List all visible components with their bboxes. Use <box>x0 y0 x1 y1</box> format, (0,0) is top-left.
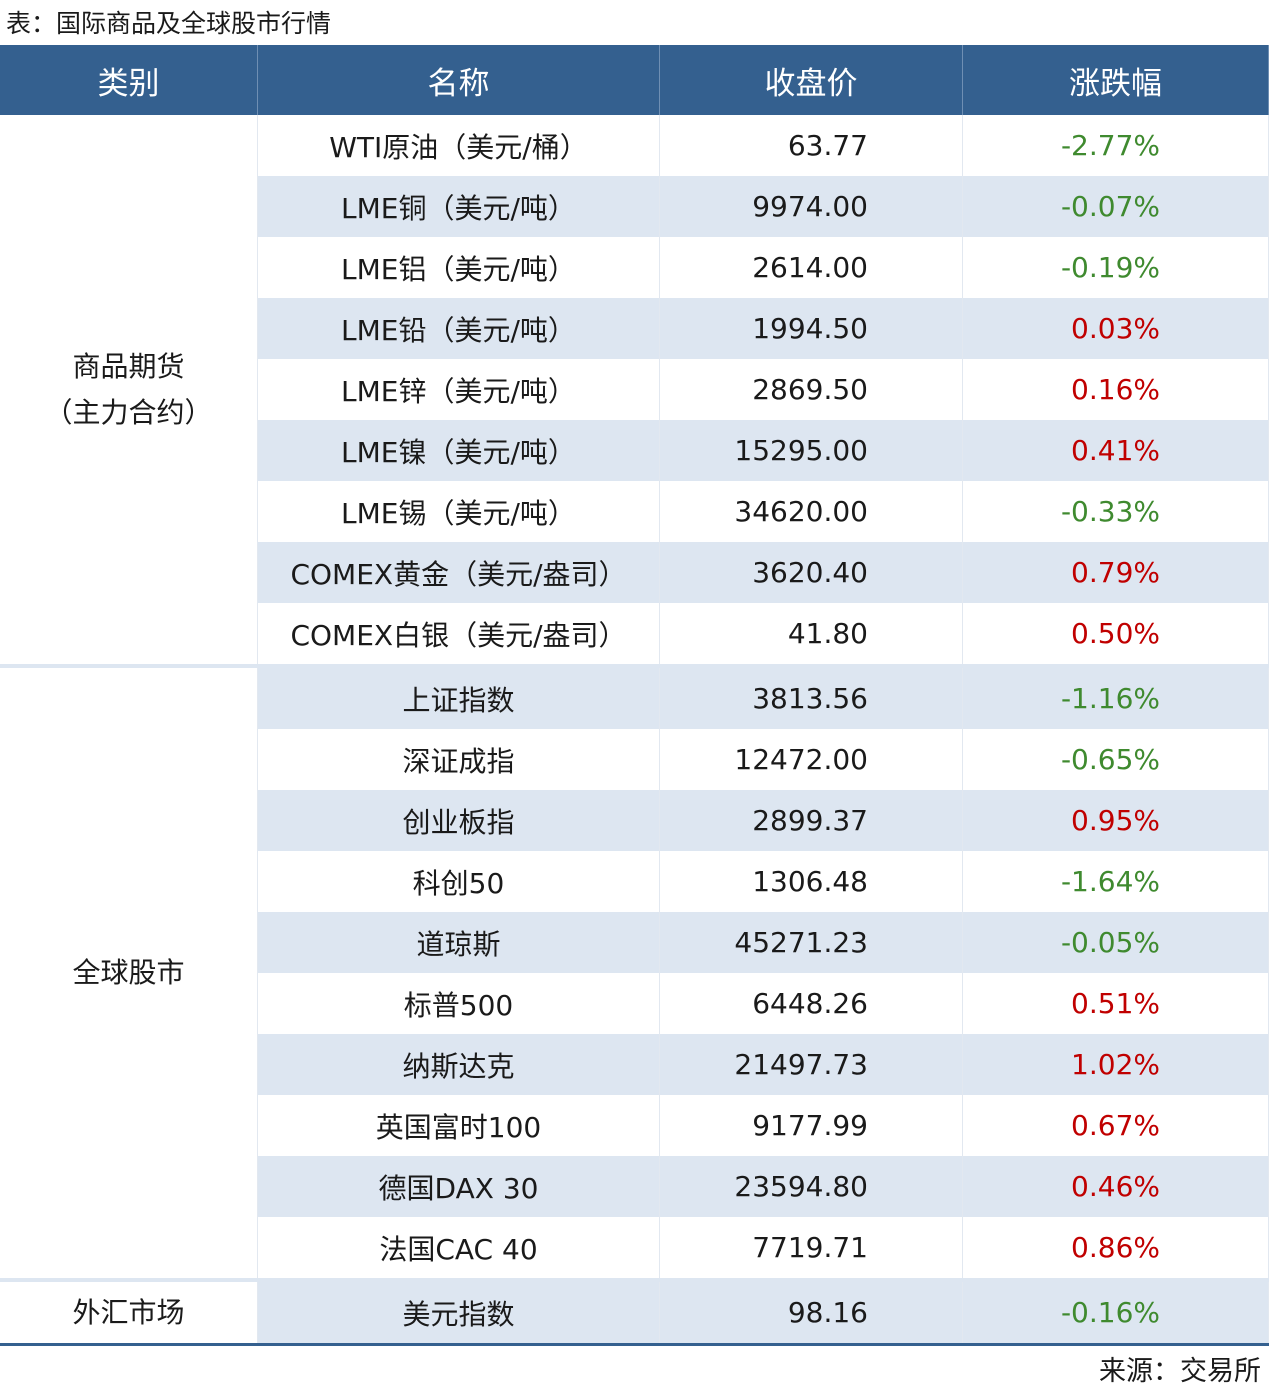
name-cell: 标普500 <box>258 973 660 1034</box>
name-cell: LME铜（美元/吨） <box>258 176 660 237</box>
close-cell: 21497.73 <box>660 1034 963 1095</box>
name-cell: LME镍（美元/吨） <box>258 420 660 481</box>
category-line: （主力合约） <box>44 395 213 429</box>
name-cell: 上证指数 <box>258 668 660 729</box>
name-cell: 英国富时100 <box>258 1095 660 1156</box>
name-cell: LME铝（美元/吨） <box>258 237 660 298</box>
close-cell: 63.77 <box>660 115 963 176</box>
close-cell: 23594.80 <box>660 1156 963 1217</box>
table-bottom-rule <box>0 1343 1269 1346</box>
change-cell: 0.67% <box>963 1095 1269 1156</box>
group-separator <box>0 1278 1269 1282</box>
name-cell: 道琼斯 <box>258 912 660 973</box>
close-cell: 98.16 <box>660 1282 963 1343</box>
close-cell: 7719.71 <box>660 1217 963 1278</box>
close-cell: 41.80 <box>660 603 963 664</box>
name-cell: LME锌（美元/吨） <box>258 359 660 420</box>
name-cell: 科创50 <box>258 851 660 912</box>
close-cell: 3813.56 <box>660 668 963 729</box>
name-cell: LME铅（美元/吨） <box>258 298 660 359</box>
name-cell: WTI原油（美元/桶） <box>258 115 660 176</box>
change-cell: 0.79% <box>963 542 1269 603</box>
close-cell: 6448.26 <box>660 973 963 1034</box>
change-cell: 0.95% <box>963 790 1269 851</box>
close-cell: 2899.37 <box>660 790 963 851</box>
change-cell: -0.16% <box>963 1282 1269 1343</box>
change-cell: -0.65% <box>963 729 1269 790</box>
name-cell: LME锡（美元/吨） <box>258 481 660 542</box>
change-cell: 0.03% <box>963 298 1269 359</box>
column-header: 类别 <box>0 45 258 115</box>
group-separator <box>0 664 1269 668</box>
name-cell: 创业板指 <box>258 790 660 851</box>
change-cell: 0.50% <box>963 603 1269 664</box>
close-cell: 12472.00 <box>660 729 963 790</box>
change-cell: -0.19% <box>963 237 1269 298</box>
close-cell: 45271.23 <box>660 912 963 973</box>
change-cell: -2.77% <box>963 115 1269 176</box>
close-cell: 34620.00 <box>660 481 963 542</box>
close-cell: 1994.50 <box>660 298 963 359</box>
change-cell: -0.05% <box>963 912 1269 973</box>
table-title: 表：国际商品及全球股市行情 <box>6 9 332 38</box>
source-note: 来源：交易所 <box>1099 1355 1261 1387</box>
category-cell: 外汇市场 <box>0 1282 258 1343</box>
change-cell: 0.51% <box>963 973 1269 1034</box>
change-cell: -1.16% <box>963 668 1269 729</box>
name-cell: 深证成指 <box>258 729 660 790</box>
change-cell: -0.33% <box>963 481 1269 542</box>
change-cell: 0.86% <box>963 1217 1269 1278</box>
change-cell: -0.07% <box>963 176 1269 237</box>
close-cell: 2614.00 <box>660 237 963 298</box>
category-line: 外汇市场 <box>72 1295 185 1329</box>
name-cell: 纳斯达克 <box>258 1034 660 1095</box>
column-header: 名称 <box>258 45 660 115</box>
close-cell: 9974.00 <box>660 176 963 237</box>
name-cell: 法国CAC 40 <box>258 1217 660 1278</box>
close-cell: 3620.40 <box>660 542 963 603</box>
close-cell: 1306.48 <box>660 851 963 912</box>
close-cell: 9177.99 <box>660 1095 963 1156</box>
category-cell: 商品期货 （主力合约） <box>0 115 258 664</box>
change-cell: 0.46% <box>963 1156 1269 1217</box>
change-cell: 0.41% <box>963 420 1269 481</box>
category-line: 全球股市 <box>72 956 185 989</box>
category-line: 商品期货 <box>72 349 185 383</box>
column-header: 收盘价 <box>660 45 963 115</box>
change-cell: 1.02% <box>963 1034 1269 1095</box>
column-header: 涨跌幅 <box>963 45 1269 115</box>
name-cell: 美元指数 <box>258 1282 660 1343</box>
close-cell: 15295.00 <box>660 420 963 481</box>
change-cell: 0.16% <box>963 359 1269 420</box>
name-cell: 德国DAX 30 <box>258 1156 660 1217</box>
name-cell: COMEX白银（美元/盎司） <box>258 603 660 664</box>
change-cell: -1.64% <box>963 851 1269 912</box>
name-cell: COMEX黄金（美元/盎司） <box>258 542 660 603</box>
close-cell: 2869.50 <box>660 359 963 420</box>
category-cell: 全球股市 <box>0 668 258 1278</box>
